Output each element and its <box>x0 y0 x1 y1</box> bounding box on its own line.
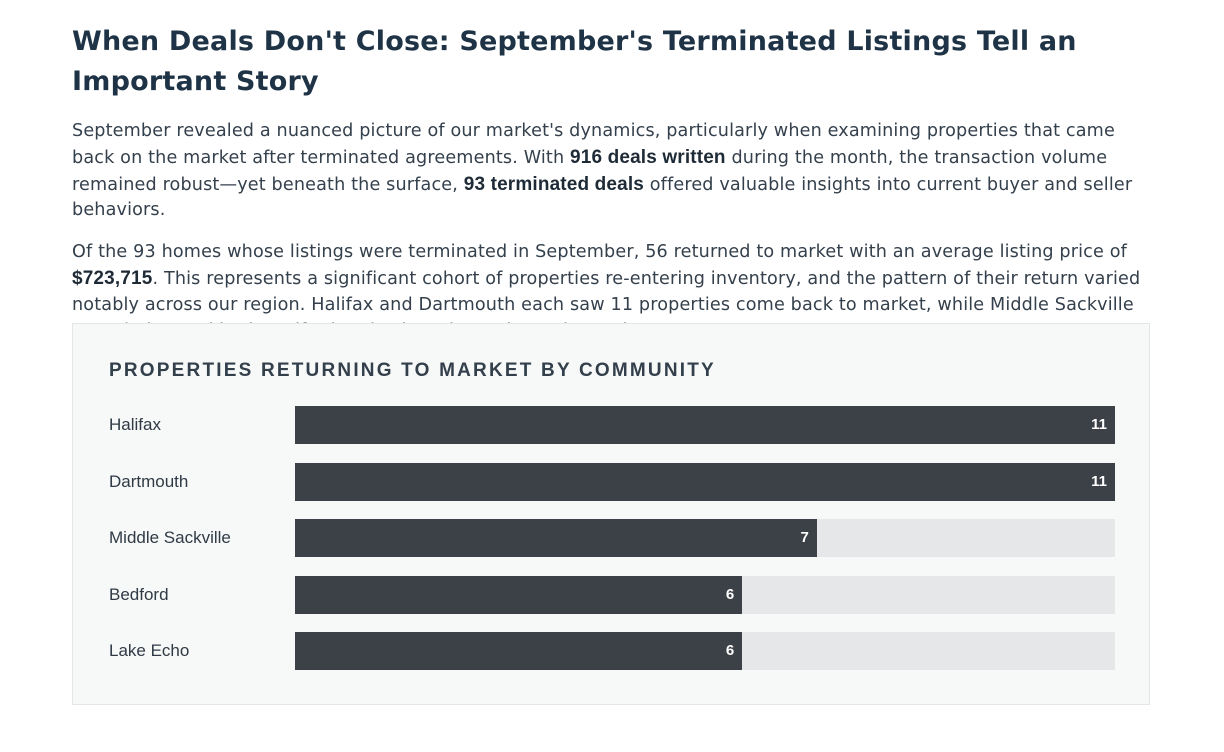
article: When Deals Don't Close: September's Term… <box>72 22 1152 344</box>
community-bar-chart: PROPERTIES RETURNING TO MARKET BY COMMUN… <box>72 323 1150 705</box>
bar: 6 <box>295 632 743 670</box>
bar: 11 <box>295 462 1115 501</box>
bar-value-label: 11 <box>1091 416 1107 433</box>
bar-row: Lake Echo 6 <box>73 632 1149 670</box>
bar-track: 6 <box>295 575 1115 614</box>
intro-text-1: September revealed a nuanced picture of … <box>72 121 1115 168</box>
bar: 6 <box>295 575 743 614</box>
bar-category-label: Middle Sackville <box>109 528 231 547</box>
bar-row: Bedford 6 <box>73 575 1149 614</box>
bar-category-label: Bedford <box>109 584 169 604</box>
bar-track: 7 <box>295 519 1115 557</box>
terminated-deals-highlight: 93 terminated deals <box>463 173 645 195</box>
bar-value-label: 6 <box>725 585 735 603</box>
bar-value-label: 11 <box>1091 472 1107 490</box>
chart-title: PROPERTIES RETURNING TO MARKET BY COMMUN… <box>109 360 716 381</box>
bar-track: 11 <box>295 406 1115 444</box>
bar-row: Middle Sackville 7 <box>73 519 1149 557</box>
bar: 11 <box>295 406 1115 444</box>
bar-value-label: 6 <box>725 642 735 659</box>
bar-track: 6 <box>295 632 1115 670</box>
intro-paragraph: September revealed a nuanced picture of … <box>72 119 1152 224</box>
intro-text-2: during the month, the transaction volume… <box>72 147 1108 195</box>
bar-value-label: 7 <box>800 529 809 546</box>
average-price-highlight: $723,715 <box>72 267 153 289</box>
deals-written-highlight: 916 deals written <box>570 146 726 168</box>
bar-category-label: Halifax <box>109 415 161 434</box>
bar: 7 <box>295 519 817 557</box>
detail-text-1: Of the 93 homes whose listings were term… <box>72 242 1127 263</box>
article-title: When Deals Don't Close: September's Term… <box>72 26 1077 97</box>
bar-row: Dartmouth 11 <box>73 462 1149 501</box>
bar-category-label: Lake Echo <box>109 641 190 660</box>
bar-category-label: Dartmouth <box>109 471 189 491</box>
bar-track: 11 <box>295 462 1115 501</box>
bar-row: Halifax 11 <box>73 406 1149 444</box>
intro-text-3: offered valuable insights into current b… <box>72 174 1133 221</box>
